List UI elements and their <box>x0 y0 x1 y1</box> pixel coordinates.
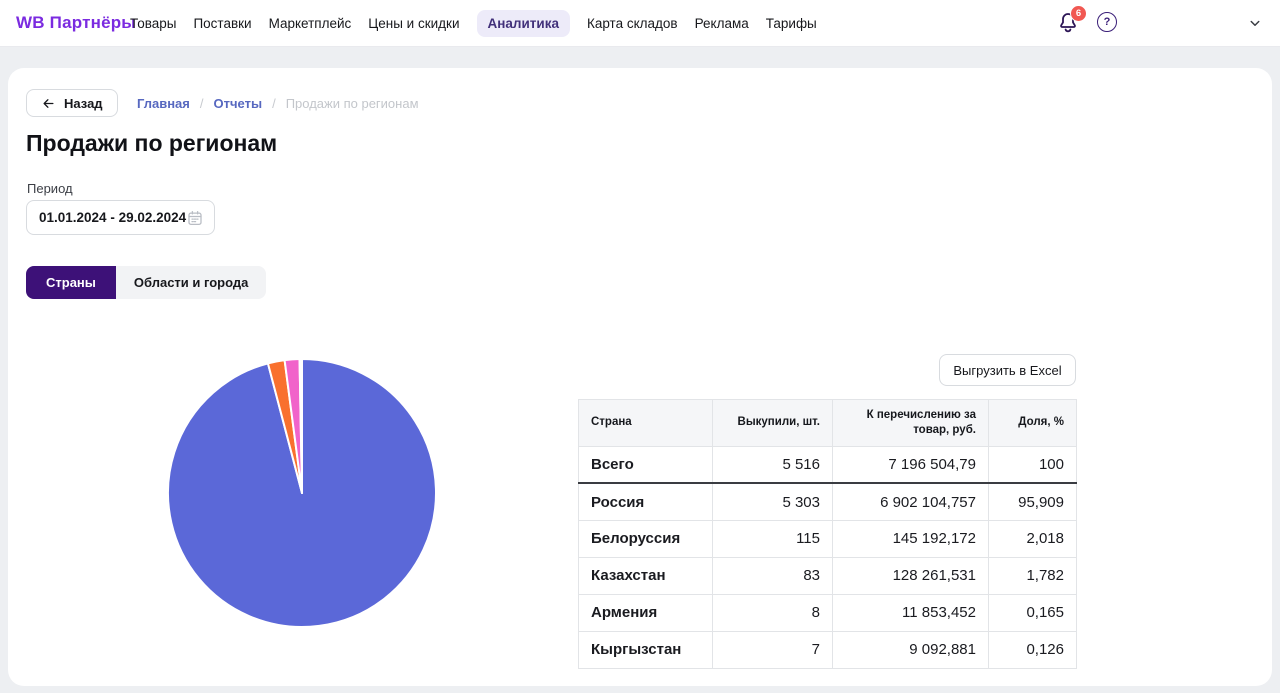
period-date-range-input[interactable]: 01.01.2024 - 29.02.2024 <box>26 200 215 235</box>
nav-item-tarify[interactable]: Тарифы <box>765 15 817 31</box>
breadcrumb-separator: / <box>199 95 204 111</box>
back-button[interactable]: Назад <box>26 89 118 117</box>
table-row: Россия 5 303 6 902 104,757 95,909 <box>578 482 1077 521</box>
content-card: Назад Главная / Отчеты / Продажи по реги… <box>8 68 1272 686</box>
breadcrumb: Главная / Отчеты / Продажи по регионам <box>137 89 419 117</box>
collapse-menu-button[interactable] <box>1246 14 1266 34</box>
chevron-down-icon <box>1246 14 1266 32</box>
pie-slice-4 <box>299 358 303 494</box>
cell-transfer-amount: 145 192,172 <box>832 519 989 558</box>
table-row: Белоруссия 115 145 192,172 2,018 <box>578 519 1077 558</box>
cell-bought-qty: 115 <box>712 519 833 558</box>
cell-bought-qty: 5 516 <box>712 445 833 485</box>
column-header-country: Страна <box>578 399 713 447</box>
tab-oblasts-cities[interactable]: Области и города <box>115 266 267 299</box>
nav-item-postavki[interactable]: Поставки <box>193 15 252 31</box>
cell-share: 95,909 <box>988 482 1077 521</box>
cell-transfer-amount: 7 196 504,79 <box>832 445 989 485</box>
table-row: Армения 8 11 853,452 0,165 <box>578 593 1077 632</box>
nav-item-warehouses-map[interactable]: Карта складов <box>586 15 678 31</box>
notification-count-badge: 6 <box>1070 5 1087 22</box>
region-type-tabs: Страны Области и города <box>26 266 267 299</box>
nav-item-marketplace[interactable]: Маркетплейс <box>268 15 352 31</box>
breadcrumb-separator: / <box>272 95 276 111</box>
table-header-row: Страна Выкупили, шт. К перечислению за т… <box>578 399 1077 447</box>
page-title: Продажи по регионам <box>26 130 278 156</box>
cell-country: Кыргызстан <box>578 630 713 669</box>
cell-share: 1,782 <box>988 556 1077 595</box>
table-row: Кыргызстан 7 9 092,881 0,126 <box>578 630 1077 669</box>
cell-country: Всего <box>578 445 713 485</box>
back-arrow-icon <box>41 96 56 111</box>
cell-share: 0,126 <box>988 630 1077 669</box>
cell-transfer-amount: 6 902 104,757 <box>832 482 989 521</box>
column-header-share: Доля, % <box>988 399 1077 447</box>
cell-bought-qty: 8 <box>712 593 833 632</box>
pie-chart <box>166 357 438 629</box>
cell-country: Армения <box>578 593 713 632</box>
back-button-label: Назад <box>64 95 103 111</box>
cell-transfer-amount: 128 261,531 <box>832 556 989 595</box>
nav-item-tovary[interactable]: Товары <box>130 15 177 31</box>
notifications-button[interactable]: 6 <box>1056 5 1087 38</box>
cell-bought-qty: 5 303 <box>712 482 833 521</box>
nav-item-prices[interactable]: Цены и скидки <box>368 15 460 31</box>
cell-transfer-amount: 9 092,881 <box>832 630 989 669</box>
top-navigation-bar: WB Партнёры Товары Поставки Маркетплейс … <box>0 0 1280 47</box>
wb-partners-logo[interactable]: WB Партнёры <box>16 13 137 32</box>
period-date-range-value: 01.01.2024 - 29.02.2024 <box>39 210 187 225</box>
cell-share: 2,018 <box>988 519 1077 558</box>
cell-transfer-amount: 11 853,452 <box>832 593 989 632</box>
main-menu: Товары Поставки Маркетплейс Цены и скидк… <box>130 0 817 46</box>
breadcrumb-home[interactable]: Главная <box>137 95 190 111</box>
table-row-total: Всего 5 516 7 196 504,79 100 <box>578 445 1077 485</box>
sales-by-country-table: Страна Выкупили, шт. К перечислению за т… <box>578 399 1077 669</box>
cell-country: Россия <box>578 482 713 521</box>
help-button[interactable]: ? <box>1097 12 1119 34</box>
cell-share: 100 <box>988 445 1077 485</box>
table-row: Казахстан 83 128 261,531 1,782 <box>578 556 1077 595</box>
nav-item-reklama[interactable]: Реклама <box>694 15 749 31</box>
column-header-bought-qty: Выкупили, шт. <box>712 399 833 447</box>
cell-bought-qty: 7 <box>712 630 833 669</box>
export-excel-button[interactable]: Выгрузить в Excel <box>939 354 1076 386</box>
period-label: Период <box>27 181 73 196</box>
question-icon: ? <box>1097 12 1117 32</box>
nav-item-analytics[interactable]: Аналитика <box>476 9 570 37</box>
cell-country: Белоруссия <box>578 519 713 558</box>
breadcrumb-current: Продажи по регионам <box>285 95 419 111</box>
column-header-transfer-amount: К перечислению за товар, руб. <box>832 399 989 447</box>
cell-bought-qty: 83 <box>712 556 833 595</box>
breadcrumb-reports[interactable]: Отчеты <box>213 95 263 111</box>
calendar-icon <box>186 209 204 227</box>
tab-countries[interactable]: Страны <box>26 266 116 299</box>
cell-share: 0,165 <box>988 593 1077 632</box>
cell-country: Казахстан <box>578 556 713 595</box>
